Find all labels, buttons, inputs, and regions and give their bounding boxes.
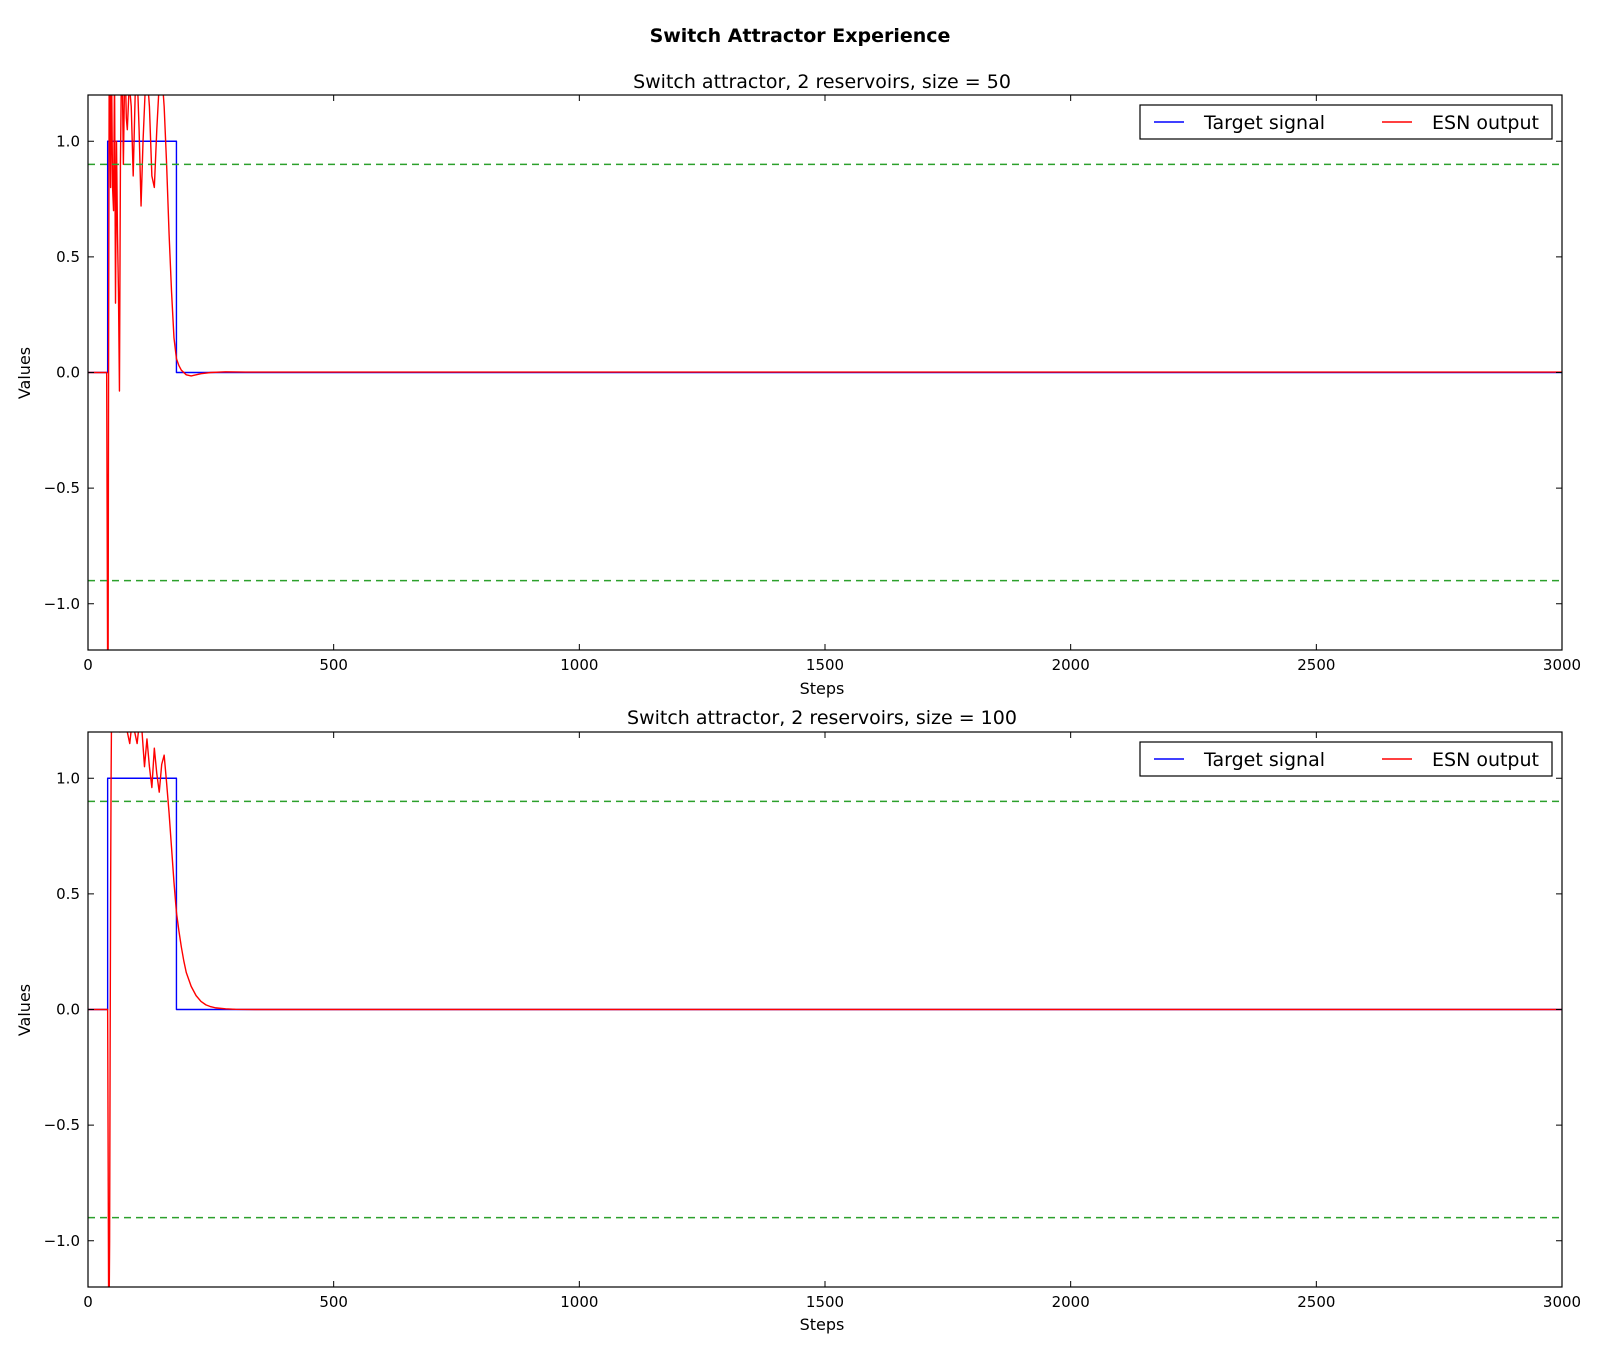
x-tick-label: 2500: [1297, 656, 1335, 674]
subplot-title: Switch attractor, 2 reservoirs, size = 1…: [627, 707, 1017, 729]
legend: Target signal ESN output: [1139, 741, 1553, 777]
y-tick-label: 0.5: [56, 885, 80, 903]
x-axis-label: Steps: [800, 1315, 845, 1334]
legend-box: [1139, 104, 1553, 140]
x-tick-label: 3000: [1543, 656, 1581, 674]
x-tick-label: 1000: [560, 656, 598, 674]
x-tick-label: 2500: [1297, 1293, 1335, 1311]
x-tick-label: 2000: [1052, 1293, 1090, 1311]
legend-box: [1139, 741, 1553, 777]
y-tick-label: 1.0: [56, 132, 80, 150]
series-line-esn-output: [88, 95, 1562, 650]
y-tick-label: −1.0: [44, 1232, 80, 1250]
legend-entry-label: Target signal: [1203, 749, 1325, 771]
x-tick-label: 0: [83, 1293, 93, 1311]
subplot-size-100: Switch attractor, 2 reservoirs, size = 1…: [15, 707, 1581, 1334]
y-tick-label: 1.0: [56, 769, 80, 787]
y-tick-label: −0.5: [44, 1116, 80, 1134]
x-axis-label: Steps: [800, 679, 845, 698]
plot-content: [88, 95, 1562, 650]
x-tick-label: 500: [319, 1293, 348, 1311]
y-tick-label: 0.5: [56, 248, 80, 266]
y-axis-label: Values: [15, 984, 34, 1036]
y-tick-label: −1.0: [44, 595, 80, 613]
legend-entry-label: ESN output: [1432, 112, 1539, 134]
x-tick-label: 1500: [806, 656, 844, 674]
series-line-esn-output: [88, 732, 1562, 1287]
x-tick-label: 1000: [560, 1293, 598, 1311]
plot-content: [88, 732, 1562, 1287]
subplot-title: Switch attractor, 2 reservoirs, size = 5…: [633, 71, 1011, 93]
legend: Target signal ESN output: [1139, 104, 1553, 140]
legend-entry-label: Target signal: [1203, 112, 1325, 134]
x-tick-label: 3000: [1543, 1293, 1581, 1311]
x-tick-label: 2000: [1052, 656, 1090, 674]
x-tick-label: 1500: [806, 1293, 844, 1311]
x-tick-label: 500: [319, 656, 348, 674]
legend-entry-label: ESN output: [1432, 749, 1539, 771]
figure-suptitle: Switch Attractor Experience: [650, 25, 951, 47]
subplot-size-50: Switch attractor, 2 reservoirs, size = 5…: [15, 71, 1581, 698]
y-tick-label: 0.0: [56, 364, 80, 382]
y-axis-label: Values: [15, 347, 34, 399]
x-tick-label: 0: [83, 656, 93, 674]
y-tick-label: −0.5: [44, 479, 80, 497]
y-tick-label: 0.0: [56, 1001, 80, 1019]
